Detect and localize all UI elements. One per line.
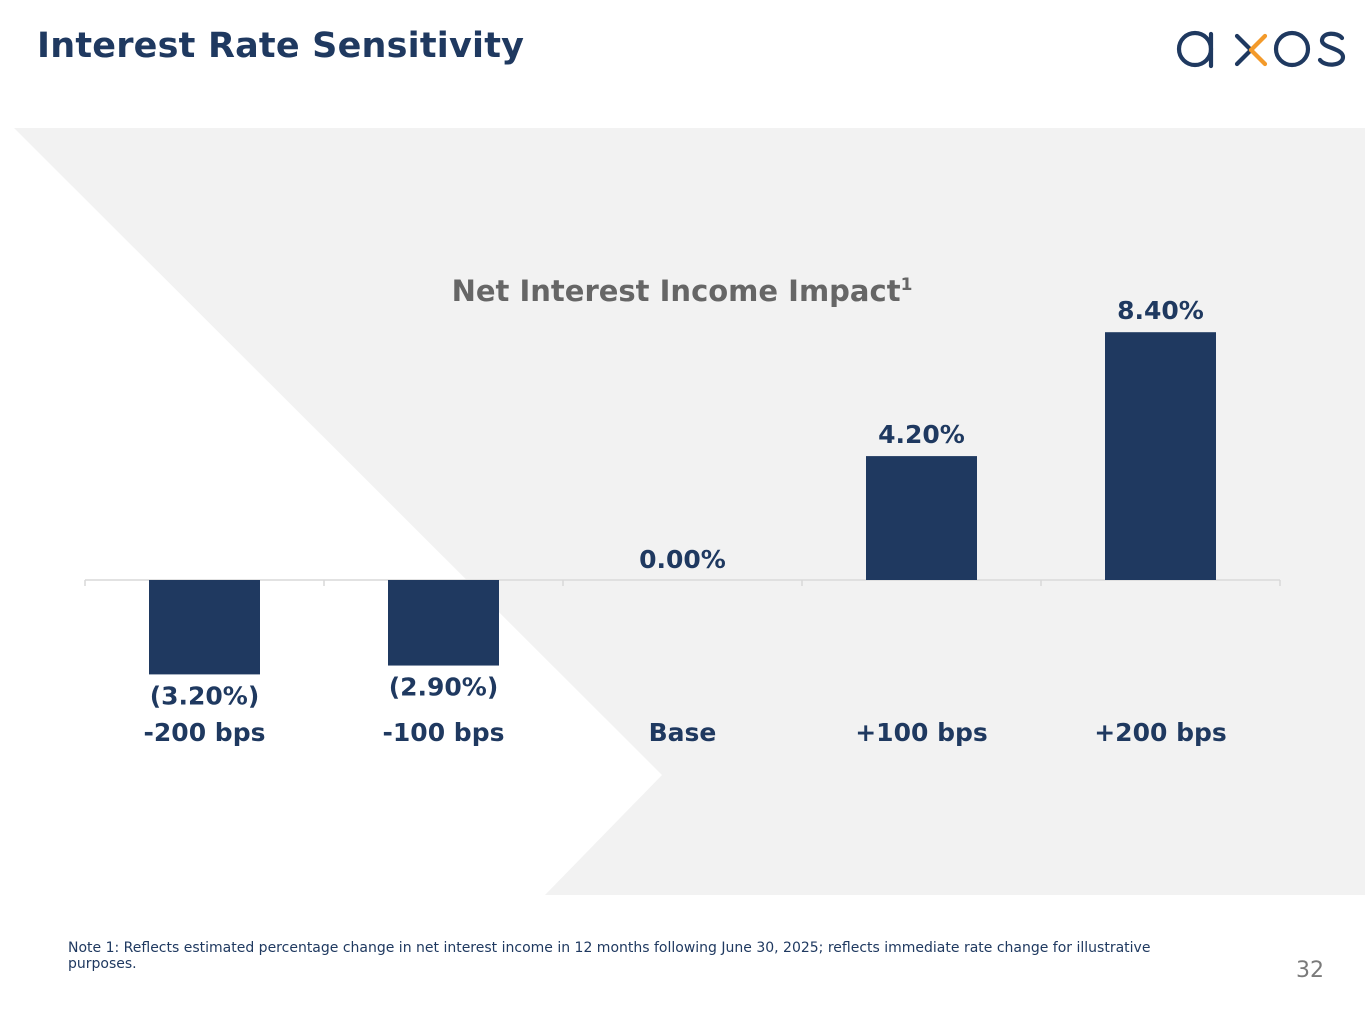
data-label-4: 4.20% xyxy=(878,420,965,449)
chart-title: Net Interest Income Impact1 xyxy=(452,274,913,308)
data-label-1: (3.20%) xyxy=(150,681,260,710)
data-label-2: (2.90%) xyxy=(389,673,499,702)
axos-logo xyxy=(1176,30,1346,69)
footnote: Note 1: Reflects estimated percentage ch… xyxy=(68,940,1151,972)
category-label-4: +100 bps xyxy=(855,718,988,747)
bar-2 xyxy=(388,580,499,666)
category-label-5: +200 bps xyxy=(1094,718,1227,747)
bar-4 xyxy=(866,456,977,580)
data-label-3: 0.00% xyxy=(639,545,726,574)
page-number: 32 xyxy=(1296,958,1324,983)
bar-1 xyxy=(149,580,260,675)
data-label-5: 8.40% xyxy=(1117,296,1204,325)
bar-5 xyxy=(1105,332,1216,580)
chart-title-text: Net Interest Income Impact xyxy=(452,274,901,308)
chart-title-footnote-marker: 1 xyxy=(901,275,913,295)
category-label-2: -100 bps xyxy=(383,718,505,747)
category-label-1: -200 bps xyxy=(144,718,266,747)
slide-title: Interest Rate Sensitivity xyxy=(37,26,525,66)
category-label-3: Base xyxy=(649,718,717,747)
